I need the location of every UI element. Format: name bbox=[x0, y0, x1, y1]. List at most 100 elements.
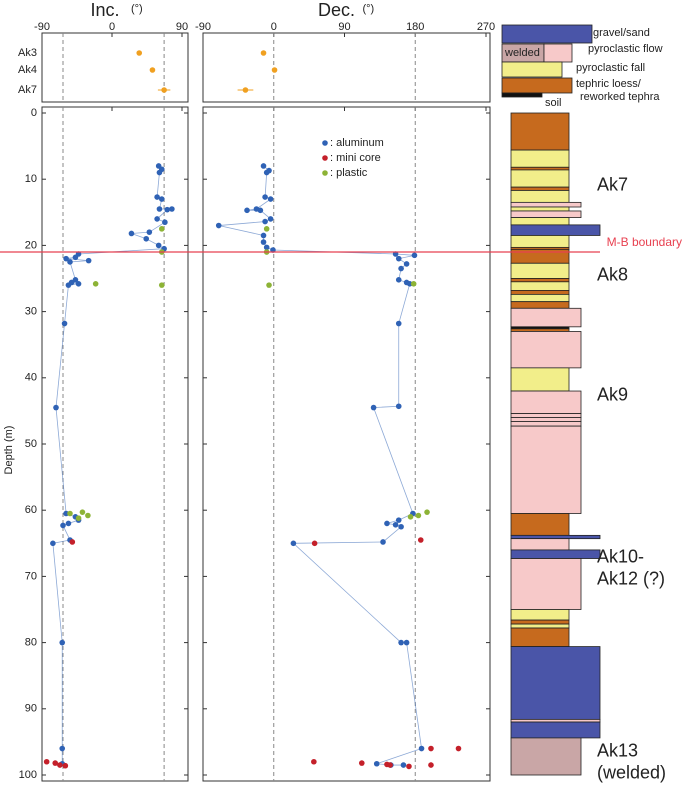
legend-swatch bbox=[322, 155, 328, 161]
data-point bbox=[406, 280, 413, 287]
data-point bbox=[263, 169, 270, 176]
data-point bbox=[75, 280, 82, 287]
layer bbox=[510, 421, 582, 427]
data-point bbox=[67, 259, 73, 265]
site-label: Ak4 bbox=[18, 64, 37, 76]
layer bbox=[510, 534, 601, 540]
data-point bbox=[53, 404, 59, 411]
layer bbox=[510, 235, 570, 248]
data-point bbox=[164, 206, 171, 213]
data-point bbox=[156, 169, 163, 176]
unit-label: Ak8 bbox=[597, 265, 628, 285]
data-point bbox=[59, 639, 66, 646]
y-tick-label: 50 bbox=[25, 438, 37, 450]
data-point bbox=[398, 265, 404, 272]
x-tick-label: 180 bbox=[406, 21, 424, 33]
data-point bbox=[154, 194, 160, 200]
data-point bbox=[158, 282, 165, 288]
data-point bbox=[158, 226, 165, 232]
layer bbox=[510, 646, 601, 720]
layer bbox=[510, 417, 582, 422]
data-point bbox=[61, 320, 68, 327]
data-point bbox=[146, 229, 153, 235]
layer bbox=[510, 112, 570, 151]
data-point bbox=[260, 232, 267, 239]
data-point bbox=[418, 745, 425, 752]
data-point bbox=[85, 512, 91, 519]
data-point bbox=[75, 515, 82, 521]
data-point bbox=[263, 244, 270, 251]
data-point bbox=[52, 760, 59, 766]
legend-label: : mini core bbox=[330, 152, 381, 164]
data-point bbox=[395, 277, 402, 283]
data-point bbox=[92, 280, 99, 287]
data-point bbox=[290, 540, 297, 547]
layer bbox=[510, 549, 601, 559]
layer bbox=[510, 301, 570, 309]
y-tick-label: 100 bbox=[19, 769, 37, 781]
data-point bbox=[50, 540, 56, 547]
y-tick-label: 70 bbox=[25, 570, 37, 582]
data-point bbox=[266, 282, 272, 288]
data-point bbox=[260, 239, 267, 245]
data-point bbox=[69, 539, 76, 545]
data-point bbox=[395, 320, 402, 327]
y-tick-label: 40 bbox=[25, 372, 37, 384]
panel-unit: (°) bbox=[131, 3, 143, 15]
data-point bbox=[395, 517, 402, 523]
y-tick-label: 10 bbox=[25, 173, 37, 185]
data-point bbox=[128, 230, 135, 237]
layer bbox=[510, 627, 570, 647]
data-point bbox=[63, 255, 69, 262]
series-line bbox=[218, 165, 422, 766]
lithology-label: pyroclastic flow bbox=[588, 43, 663, 55]
layer bbox=[510, 619, 570, 625]
y-tick-label: 20 bbox=[25, 239, 37, 251]
x-tick-label: -90 bbox=[195, 21, 211, 33]
lithology-label: soil bbox=[545, 97, 562, 109]
data-point bbox=[262, 218, 268, 225]
data-point bbox=[358, 760, 365, 766]
unit-label: Ak13 bbox=[597, 741, 638, 761]
data-point bbox=[380, 539, 386, 545]
data-point bbox=[398, 639, 404, 646]
data-point bbox=[43, 758, 50, 765]
data-point bbox=[407, 514, 414, 520]
data-point bbox=[262, 194, 268, 200]
layer bbox=[510, 201, 582, 208]
layer bbox=[510, 558, 582, 610]
y-tick-label: 80 bbox=[25, 637, 37, 649]
boundary-label: M-B boundary bbox=[607, 235, 682, 249]
data-point bbox=[400, 762, 407, 768]
data-point bbox=[260, 163, 267, 169]
data-point bbox=[411, 252, 418, 259]
data-point bbox=[79, 509, 86, 515]
y-axis-label: Depth (m) bbox=[3, 426, 15, 475]
data-point bbox=[57, 762, 63, 768]
data-point bbox=[403, 639, 410, 646]
data-point bbox=[406, 763, 412, 770]
data-point bbox=[60, 522, 66, 529]
layer bbox=[510, 224, 601, 236]
layer bbox=[510, 278, 570, 283]
lithology-swatch bbox=[501, 92, 543, 98]
unit-label: Ak9 bbox=[597, 384, 628, 404]
data-point bbox=[263, 226, 270, 232]
lithology-label: reworked tephra bbox=[580, 91, 660, 103]
x-tick-label: 90 bbox=[176, 21, 188, 33]
site-label: Ak3 bbox=[18, 47, 37, 59]
site-point bbox=[260, 50, 267, 56]
site-point bbox=[161, 87, 167, 93]
data-point bbox=[72, 254, 79, 261]
panel-unit: (°) bbox=[363, 3, 375, 15]
lithology-swatch bbox=[501, 77, 573, 94]
data-point bbox=[169, 206, 175, 212]
data-point bbox=[398, 523, 404, 530]
layer bbox=[510, 210, 582, 218]
panel-title: Dec. bbox=[318, 0, 355, 20]
legend-label: : plastic bbox=[330, 167, 368, 179]
data-point bbox=[156, 206, 163, 212]
data-point bbox=[244, 207, 250, 214]
legend-label: : aluminum bbox=[330, 137, 384, 149]
layer bbox=[510, 206, 570, 212]
